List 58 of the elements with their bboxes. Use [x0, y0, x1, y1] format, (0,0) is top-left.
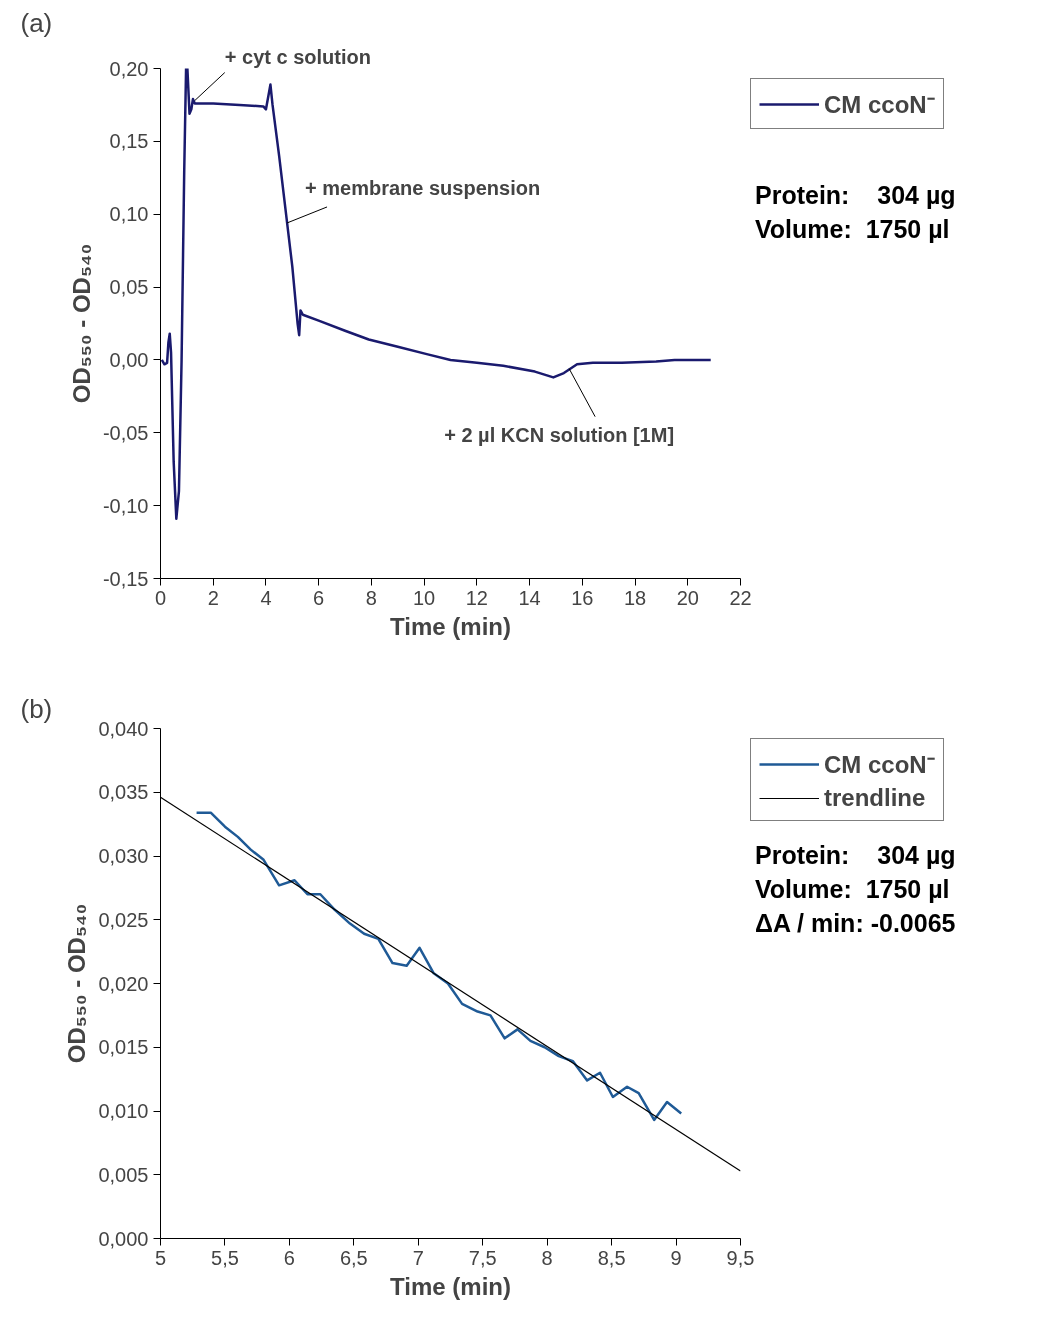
y-tick-label: 0,035: [98, 781, 149, 804]
chart-title: (a): [20, 7, 53, 38]
y-tick-label: 0,040: [98, 717, 149, 740]
x-tick-label: 8,5: [597, 1246, 626, 1269]
x-tick-label: 22: [729, 586, 752, 609]
x-tick-label: 8: [541, 1246, 553, 1269]
annotation: + membrane suspension: [305, 176, 541, 199]
text: Volume: 1750 µl: [755, 215, 950, 243]
x-tick-label: 5,5: [211, 1246, 239, 1269]
text: Protein: 304 µg: [755, 841, 956, 869]
x-tick-label: 7: [412, 1246, 424, 1269]
x-tick-label: 6: [313, 586, 325, 609]
y-tick-label: 0,00: [109, 348, 149, 371]
x-axis-title: Time (min): [390, 1272, 511, 1300]
x-tick-label: 18: [623, 586, 647, 609]
legend-label: CM ccoN⁻: [824, 750, 935, 780]
y-axis-title: OD₅₅₀ - OD₅₄₀: [67, 243, 95, 404]
legend-label: CM ccoN⁻: [824, 90, 935, 120]
x-tick-label: 0: [154, 586, 167, 609]
text: Volume: 1750 µl: [755, 875, 950, 903]
y-tick-label: 0,15: [109, 130, 149, 153]
x-tick-label: 8: [365, 586, 377, 609]
x-tick-label: 9,5: [726, 1246, 755, 1269]
x-tick-label: 9: [670, 1246, 682, 1269]
y-tick-label: -0,10: [102, 494, 149, 517]
y-tick-label: 0,005: [98, 1163, 149, 1186]
x-tick-label: 12: [465, 586, 488, 609]
y-tick-label: 0,20: [109, 57, 149, 80]
y-tick-label: -0,05: [102, 421, 149, 444]
x-tick-label: 16: [571, 586, 594, 609]
x-tick-label: 7,5: [468, 1246, 497, 1269]
y-tick-label: 0,020: [98, 972, 149, 995]
x-tick-label: 10: [413, 586, 436, 609]
text: ΔA / min: -0.0065: [755, 909, 956, 937]
x-tick-label: 6: [283, 1246, 295, 1269]
line-series: [195, 811, 683, 1122]
y-tick-label: -0,15: [102, 567, 149, 590]
x-tick-label: 4: [260, 586, 272, 609]
y-tick-label: 0,000: [98, 1227, 149, 1250]
legend-label: trendline: [824, 784, 926, 812]
y-tick-label: 0,10: [109, 203, 149, 226]
y-tick-label: 0,015: [98, 1036, 149, 1059]
x-axis-title: Time (min): [390, 612, 511, 640]
y-tick-label: 0,05: [109, 276, 149, 299]
y-axis-title: OD₅₅₀ - OD₅₄₀: [63, 903, 91, 1064]
text: Protein: 304 µg: [755, 181, 956, 209]
chart-title: (b): [20, 693, 53, 724]
y-tick-label: 0,010: [98, 1100, 149, 1122]
annotation: + cyt c solution: [224, 45, 371, 68]
x-tick-label: 5: [154, 1246, 167, 1269]
y-tick-label: 0,025: [98, 908, 149, 931]
x-tick-label: 2: [207, 586, 219, 609]
annotation: + 2 µl KCN solution [1M]: [444, 423, 675, 446]
x-tick-label: 6,5: [339, 1246, 368, 1269]
y-tick-label: 0,030: [98, 845, 149, 867]
line-series: [160, 68, 712, 521]
x-tick-label: 14: [518, 586, 541, 609]
x-tick-label: 20: [676, 586, 699, 609]
